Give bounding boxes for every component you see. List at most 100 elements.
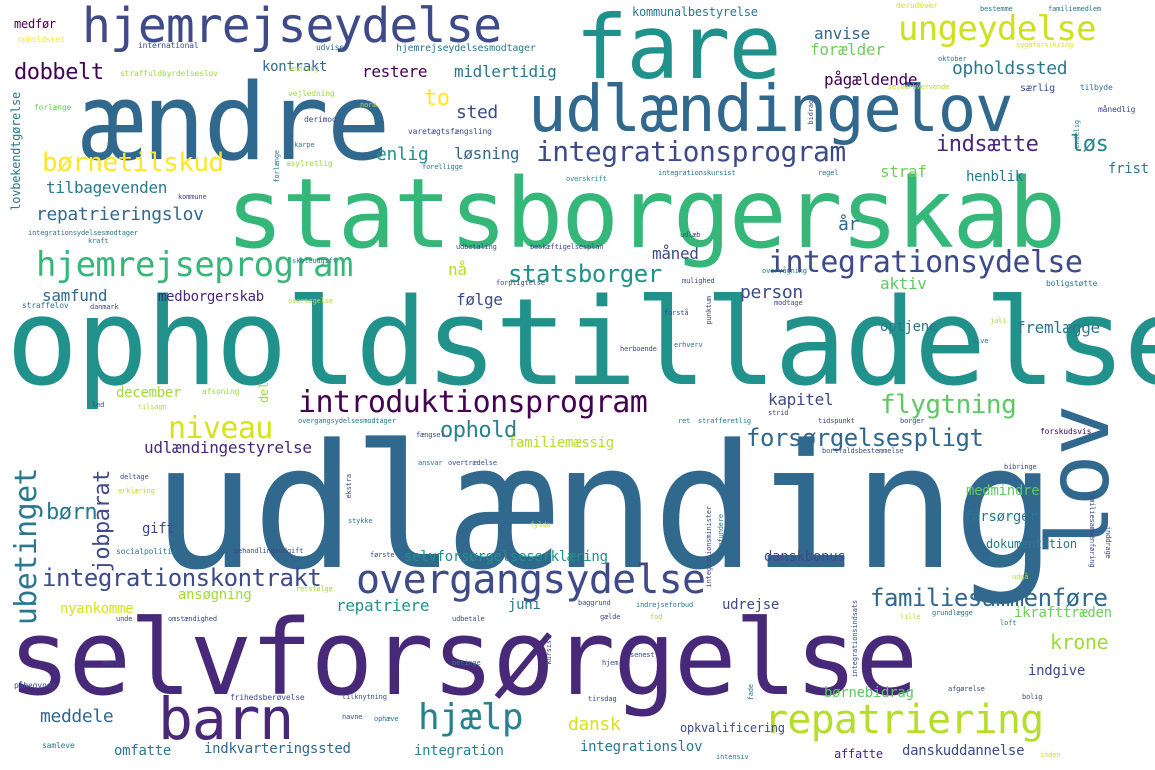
word: sted [456, 102, 498, 123]
word: integrationskontrakt [42, 564, 322, 592]
word: medfør [14, 17, 56, 31]
word: vejledning [288, 89, 335, 98]
word: strid [768, 409, 789, 417]
word: repatrieringslov [36, 204, 204, 225]
word: medborgerskab [158, 289, 264, 305]
word: erklæring [118, 487, 155, 495]
word: hjemrejseydelsesmodtager [396, 43, 536, 54]
word: dokumentation [986, 537, 1077, 551]
word: indsætte [936, 132, 1039, 157]
word: opholdsret [18, 35, 65, 44]
word: samfund [42, 286, 108, 305]
word: familiesammenføring [1088, 490, 1096, 568]
word: selvforsørgelse [8, 597, 918, 719]
word: antal [102, 659, 123, 667]
word: strafferetlig [698, 417, 751, 425]
word: midlertidig [454, 62, 557, 81]
word: tilsagn [138, 403, 167, 411]
word: integrationsprogram [536, 135, 846, 168]
word: integrationsydelse [768, 245, 1083, 280]
word: månedlig [1098, 105, 1136, 114]
word: bortfaldsbestemmelse [822, 447, 904, 455]
word: udrejse [722, 597, 780, 613]
word: intensiv [716, 753, 749, 761]
word: ansvar [418, 459, 443, 467]
word: forskudsvis [1040, 427, 1092, 436]
word: fade [747, 684, 755, 701]
word: børn [46, 500, 98, 525]
word: sygeforsikring [1016, 41, 1074, 49]
word: udlænding [152, 407, 1056, 608]
word: kommune [178, 193, 207, 201]
word: fare [575, 0, 782, 99]
word: punktum [705, 296, 713, 325]
word: deltage [120, 473, 149, 481]
word: særlig [1020, 83, 1055, 94]
word: ekstra [345, 474, 353, 499]
word: selverhvervende [888, 83, 950, 91]
word: følge [456, 290, 503, 309]
word: udbetaling [456, 243, 497, 251]
word: aktiv [880, 274, 927, 293]
word: ansøgning [178, 587, 252, 603]
word: grundlægge [932, 609, 973, 617]
word: affatte [834, 747, 883, 761]
word: skarpe [290, 141, 315, 149]
word: opholdstilladelse [6, 274, 1155, 413]
word: pågældende [824, 70, 918, 89]
word: led [92, 401, 105, 409]
word: måned [652, 244, 699, 263]
word: opholdssted [952, 58, 1068, 79]
word: straffuldbyrdelseslov [120, 69, 218, 78]
word: påbegynde [14, 681, 56, 690]
word: restere [362, 62, 428, 81]
word: flygtning [880, 390, 1017, 420]
word: overskrift [566, 175, 607, 183]
word: straffelov [22, 301, 69, 310]
word: loft [1000, 619, 1017, 627]
word: hjælp [418, 697, 523, 738]
word: modtage [774, 299, 803, 307]
word: kommunalbestyrelse [632, 5, 758, 19]
word: indkvarteringssted [204, 741, 351, 757]
word: repatriering [764, 697, 1044, 743]
word: nyankomme [60, 601, 134, 617]
word: international [138, 41, 199, 50]
word: norm [360, 101, 377, 109]
word: optjene [880, 319, 938, 335]
word: frihedsberøvelse [230, 693, 305, 702]
word: første [370, 551, 395, 559]
word: børnebidrag [824, 685, 914, 701]
word: forpligtelse [496, 279, 545, 287]
word: forelligge [422, 163, 463, 171]
word: overvågning [762, 267, 807, 275]
word: statsborgerskab [226, 158, 1066, 270]
word: straf [880, 162, 927, 181]
word: omstændighed [168, 615, 217, 623]
word: endelig [1073, 120, 1081, 149]
word: herboende [620, 345, 657, 353]
word: erhverv [674, 341, 703, 349]
word: krone [1050, 630, 1109, 654]
word: baggrund [578, 599, 611, 607]
word: gælde [600, 613, 621, 621]
word: derudover [896, 1, 938, 10]
word: forlænge [34, 103, 72, 112]
word: ikrafttræden [1014, 605, 1112, 621]
word: beskæftigelsesplan [530, 243, 604, 251]
word: juni [508, 597, 541, 613]
word: selvforsørgelseserklæring [404, 549, 608, 565]
word: danmark [90, 303, 119, 311]
word: tilknytning [342, 693, 387, 701]
word: integrationslov [580, 739, 703, 755]
word: anvise [814, 24, 870, 43]
word: integrationskursist [658, 169, 736, 177]
word: danskbonus [764, 549, 846, 565]
word: tirsdag [588, 695, 617, 703]
word: retsfølge [296, 585, 333, 593]
word: to [424, 86, 450, 111]
word: niveau [168, 411, 273, 446]
word: ubetinget [9, 468, 44, 626]
word: socialpolitik [116, 547, 177, 556]
word: forælder [810, 40, 885, 59]
